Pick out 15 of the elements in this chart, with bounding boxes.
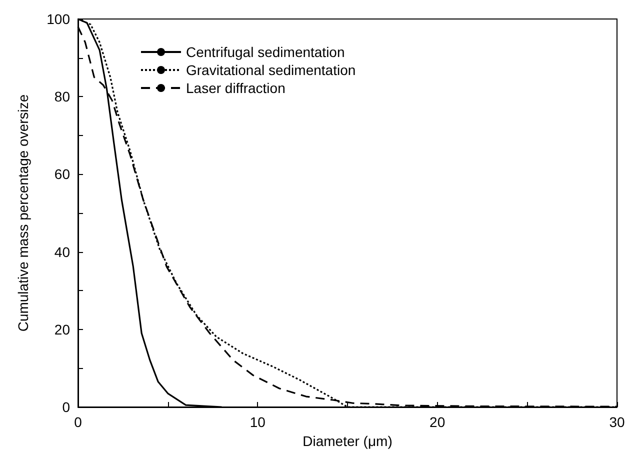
x-axis-title: Diameter (μm) bbox=[302, 432, 392, 449]
legend-label: Centrifugal sedimentation bbox=[186, 44, 345, 60]
y-tick-label: 0 bbox=[62, 399, 70, 415]
x-tick-label: 10 bbox=[250, 414, 266, 430]
x-tick-label: 0 bbox=[74, 414, 82, 430]
y-tick-label: 80 bbox=[54, 88, 70, 105]
x-tick-label: 20 bbox=[430, 414, 446, 430]
y-axis-title: Cumulative mass percentage oversize bbox=[15, 94, 31, 332]
y-tick-label: 100 bbox=[46, 11, 70, 27]
x-tick-label: 30 bbox=[609, 414, 625, 430]
y-tick-label: 60 bbox=[54, 166, 70, 182]
legend-label: Laser diffraction bbox=[186, 80, 286, 96]
y-tick-label: 20 bbox=[54, 321, 70, 338]
y-tick-label: 40 bbox=[54, 244, 70, 260]
legend-label: Gravitational sedimentation bbox=[186, 62, 356, 78]
